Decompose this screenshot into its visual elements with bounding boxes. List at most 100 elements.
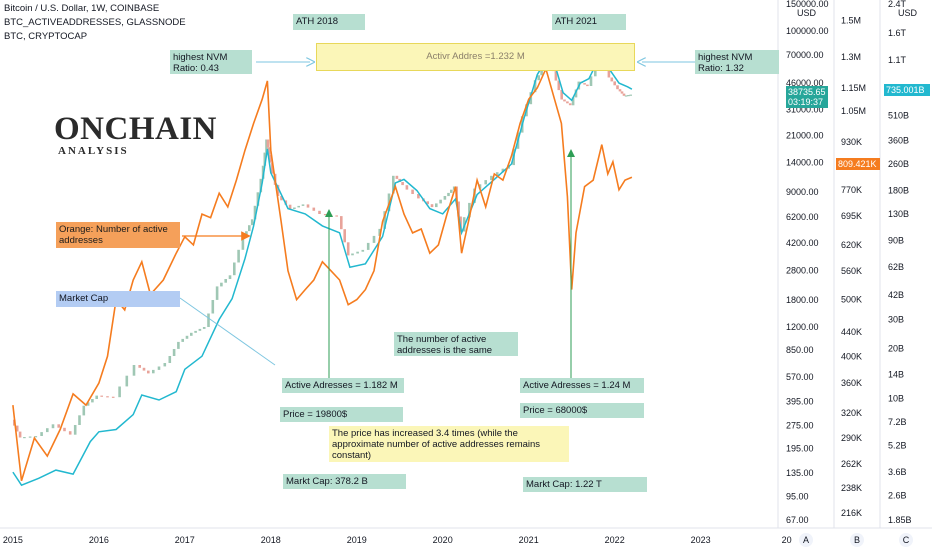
mcap-axis-ticks: 2.4T 1.6T 1.1T 510B 360B 260B 180B 130B 90B 62B 42… (888, 0, 912, 525)
price-candle (566, 101, 569, 104)
price-candle (383, 211, 386, 229)
price-candle (265, 139, 268, 153)
annotation-nvm-right: highest NVM Ratio: 1.32 (695, 50, 779, 74)
price-candle (28, 436, 32, 438)
price-candle (340, 216, 343, 230)
y-tick-label: 1800.00 (786, 295, 819, 305)
price-candle (152, 369, 155, 374)
price-candle (142, 367, 146, 371)
y-tick-label: 6200.00 (786, 212, 819, 222)
price-candle (78, 415, 81, 425)
y-tick-label: 1.05M (841, 106, 866, 116)
price-candle (318, 210, 321, 214)
price-candle (263, 152, 267, 166)
price-candle (457, 201, 460, 217)
price-candle (361, 249, 365, 252)
y-tick-label: 5.2B (888, 441, 907, 451)
annotation-orange-label: Orange: Number of active addresses (56, 222, 180, 248)
annotation-active-2018: Active Adresses = 1.182 M (282, 378, 404, 393)
price-candle (40, 432, 43, 436)
price-candle (312, 207, 316, 211)
y-tick-label: 195.00 (786, 444, 814, 454)
price-candle (215, 286, 219, 300)
x-tick-label: 2022 (605, 535, 625, 545)
price-candle (346, 242, 350, 256)
y-tick-label: 395.00 (786, 396, 814, 406)
price-candle (253, 205, 257, 220)
y-tick-label: 320K (841, 408, 862, 418)
badge-price-axis: A (803, 535, 809, 545)
price-last-value: 38735.65 (788, 87, 826, 97)
price-candle (439, 199, 442, 204)
price-candle (568, 103, 572, 106)
y-tick-label: 238K (841, 483, 862, 493)
price-candle (106, 396, 109, 398)
price-candle (540, 70, 543, 76)
y-tick-label: 695K (841, 211, 862, 221)
y-tick-label: 560K (841, 266, 862, 276)
price-candle (554, 71, 558, 81)
price-candle (220, 282, 223, 287)
price-candle (607, 70, 611, 78)
price-candle (301, 204, 305, 206)
price-candle (111, 396, 115, 398)
y-tick-label: 90B (888, 235, 904, 245)
price-candle (23, 437, 26, 439)
axis-separators (0, 0, 932, 529)
y-tick-label: 2800.00 (786, 265, 819, 275)
y-tick-label: 30B (888, 314, 904, 324)
price-candle (68, 431, 72, 435)
price-candle (63, 427, 66, 432)
price-candle (629, 94, 632, 96)
price-candle (125, 375, 129, 387)
bar-countdown: 03:19:37 (788, 97, 824, 107)
price-candle (484, 180, 487, 185)
price-candle (233, 262, 236, 276)
series-active-addresses-line (12, 66, 633, 482)
price-candle (468, 202, 471, 218)
annotation-market-cap-label: Market Cap (56, 291, 180, 307)
annotation-price-2021: Price = 68000$ (520, 403, 644, 418)
y-tick-label: 42B (888, 290, 904, 300)
price-candle (351, 253, 354, 256)
price-candle (356, 251, 359, 254)
y-tick-label: 500K (841, 295, 862, 305)
y-tick-label: 360K (841, 378, 862, 388)
price-candle (266, 139, 270, 148)
price-candle (618, 89, 622, 92)
y-tick-label: 7.2B (888, 417, 907, 427)
symbol-header: Bitcoin / U.S. Dollar, 1W, COINBASE (4, 3, 160, 14)
annotation-mcap-2018: Markt Cap: 378.2 B (283, 474, 406, 489)
y-tick-label: 3.6B (888, 467, 907, 477)
y-tick-label: 850.00 (786, 345, 814, 355)
price-candle (490, 175, 493, 181)
price-candle (95, 395, 98, 399)
price-candle (241, 237, 245, 250)
price-candle (163, 363, 167, 367)
price-last-tag: 38735.65 03:19:37 (786, 86, 828, 108)
y-tick-label: 1.6T (888, 28, 907, 38)
y-tick-label: 290K (841, 433, 862, 443)
price-candle (194, 330, 197, 333)
y-tick-label: 1200.00 (786, 322, 819, 332)
axis-badges: A B C (799, 533, 913, 547)
price-axis-ticks: 150000.00 100000.00 70000.00 46000.00 31000.… (786, 0, 829, 525)
y-tick-label: 150000.00 (786, 0, 829, 9)
mcap-axis-unit: USD (898, 8, 918, 18)
y-tick-label: 260B (888, 159, 909, 169)
y-tick-label: 275.00 (786, 421, 814, 431)
price-candle (411, 189, 414, 194)
price-candle (372, 235, 376, 243)
price-candle (329, 214, 333, 216)
price-candle (207, 313, 210, 327)
y-tick-label: 216K (841, 508, 862, 518)
price-candle (118, 386, 121, 398)
price-candle (627, 95, 630, 97)
price-candle (574, 89, 578, 98)
price-candle (306, 204, 310, 208)
price-candle (224, 279, 227, 283)
price-candle (450, 189, 453, 193)
y-tick-label: 262K (841, 459, 862, 469)
y-tick-label: 400K (841, 351, 862, 361)
y-tick-label: 95.00 (786, 492, 809, 502)
